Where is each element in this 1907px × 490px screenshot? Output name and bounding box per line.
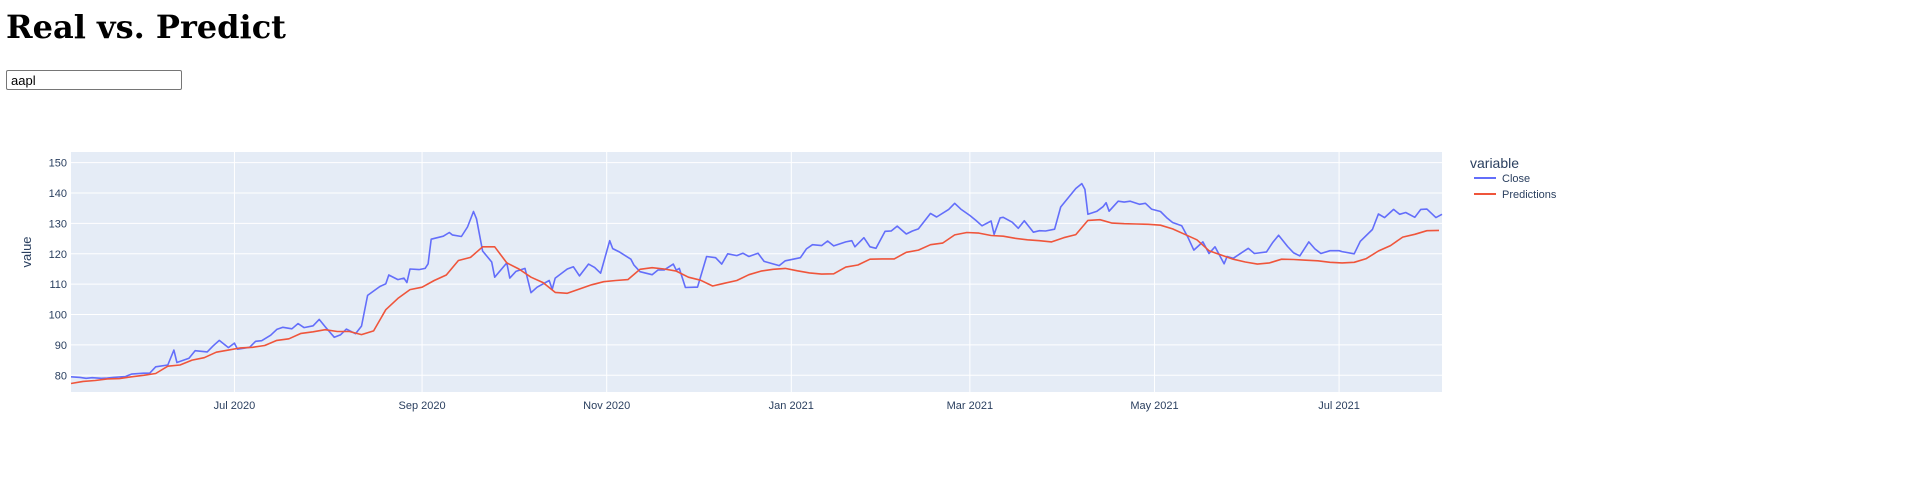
page-title: Real vs. Predict xyxy=(6,8,286,46)
y-tick-label: 150 xyxy=(49,158,67,170)
x-tick-label: May 2021 xyxy=(1130,400,1178,412)
y-axis-label: value xyxy=(19,236,34,267)
legend-label-predictions: Predictions xyxy=(1502,189,1557,201)
series-lines xyxy=(70,182,1443,385)
legend: Close Predictions xyxy=(1474,173,1557,201)
y-tick-label: 110 xyxy=(49,279,67,291)
y-tick-label: 120 xyxy=(49,249,67,261)
x-tick-label: Sep 2020 xyxy=(399,400,446,412)
y-tick-label: 100 xyxy=(49,310,67,322)
y-tick-label: 140 xyxy=(49,188,67,200)
x-tick-label: Nov 2020 xyxy=(583,400,630,412)
series-line-predictions xyxy=(70,218,1440,385)
y-axis-ticks: 80 90 100 110 120 130 140 150 xyxy=(49,158,67,383)
x-tick-label: Mar 2021 xyxy=(947,400,993,412)
y-tick-label: 90 xyxy=(55,340,67,352)
x-axis-ticks: Jul 2020 Sep 2020 Nov 2020 Jan 2021 Mar 2021… xyxy=(214,400,1360,412)
ticker-input[interactable] xyxy=(6,70,182,90)
x-tick-label: Jul 2020 xyxy=(214,400,256,412)
x-tick-label: Jul 2021 xyxy=(1318,400,1360,412)
y-tick-label: 80 xyxy=(55,370,67,382)
legend-title: variable xyxy=(1470,155,1519,171)
y-tick-label: 130 xyxy=(49,218,67,230)
x-tick-label: Jan 2021 xyxy=(769,400,814,412)
legend-label-close: Close xyxy=(1502,173,1530,185)
line-chart: 80 90 100 110 120 130 140 150 Jul 2020 Sep 2020 N… xyxy=(19,152,1557,412)
grid-lines xyxy=(71,152,1442,392)
